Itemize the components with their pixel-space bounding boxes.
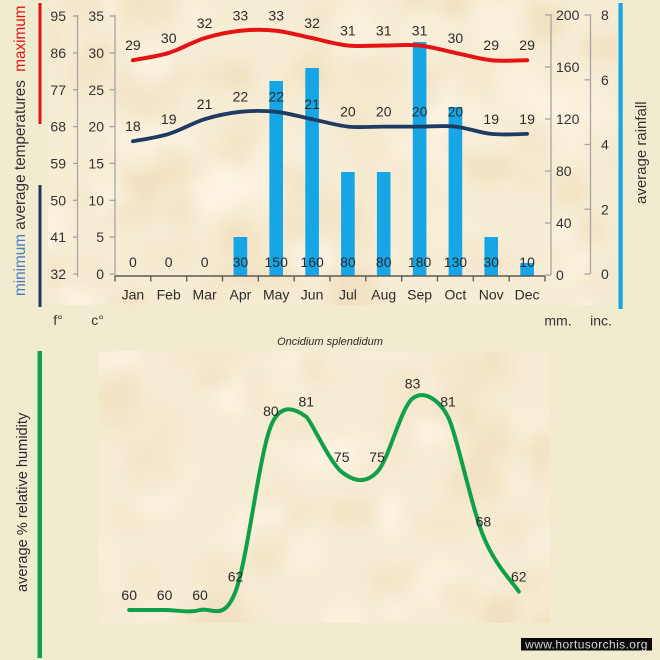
svg-text:Dec: Dec [515, 287, 540, 303]
svg-text:average rainfall: average rainfall [633, 101, 650, 204]
svg-text:0: 0 [601, 266, 609, 282]
svg-text:Aug: Aug [371, 287, 396, 303]
svg-text:60: 60 [121, 587, 137, 603]
svg-text:Mar: Mar [193, 287, 217, 303]
svg-text:180: 180 [408, 254, 432, 270]
svg-text:80: 80 [263, 403, 279, 419]
svg-text:60: 60 [157, 587, 173, 603]
svg-text:40: 40 [556, 215, 572, 231]
svg-text:8: 8 [601, 7, 609, 23]
svg-text:31: 31 [376, 22, 392, 38]
svg-text:62: 62 [511, 569, 527, 585]
svg-text:19: 19 [161, 111, 177, 127]
svg-text:160: 160 [556, 59, 580, 75]
svg-text:68: 68 [476, 513, 492, 529]
svg-text:20: 20 [340, 104, 356, 120]
svg-text:inc.: inc. [590, 313, 612, 329]
svg-text:33: 33 [233, 8, 249, 24]
svg-text:f°: f° [53, 312, 63, 328]
svg-text:30: 30 [88, 45, 104, 61]
svg-text:59: 59 [50, 156, 66, 172]
svg-text:75: 75 [334, 449, 350, 465]
svg-text:Nov: Nov [479, 287, 504, 303]
svg-text:15: 15 [88, 156, 104, 172]
svg-text:Oct: Oct [445, 287, 467, 303]
svg-text:19: 19 [483, 111, 499, 127]
svg-text:33: 33 [268, 8, 284, 24]
svg-text:80: 80 [376, 254, 392, 270]
svg-text:Apr: Apr [230, 287, 252, 303]
svg-text:10: 10 [519, 254, 535, 270]
svg-text:average % relative humidity: average % relative humidity [15, 412, 31, 592]
svg-text:10: 10 [88, 192, 104, 208]
svg-text:86: 86 [50, 45, 66, 61]
svg-text:50: 50 [50, 192, 66, 208]
svg-text:0: 0 [556, 267, 564, 283]
svg-text:2: 2 [601, 201, 609, 217]
svg-text:29: 29 [519, 37, 535, 53]
svg-text:0: 0 [129, 254, 137, 270]
svg-text:19: 19 [519, 111, 535, 127]
svg-text:95: 95 [50, 8, 66, 24]
svg-text:29: 29 [125, 37, 141, 53]
svg-text:21: 21 [197, 96, 213, 112]
svg-text:62: 62 [228, 569, 244, 585]
svg-text:30: 30 [233, 254, 249, 270]
svg-text:60: 60 [192, 587, 208, 603]
svg-text:80: 80 [340, 254, 356, 270]
svg-text:32: 32 [197, 15, 213, 31]
svg-text:May: May [263, 287, 289, 303]
svg-text:160: 160 [300, 254, 324, 270]
svg-text:mm.: mm. [544, 313, 571, 329]
svg-text:0: 0 [165, 254, 173, 270]
svg-text:75: 75 [369, 449, 385, 465]
svg-text:5: 5 [96, 229, 104, 245]
svg-text:22: 22 [233, 89, 249, 105]
svg-text:30: 30 [448, 30, 464, 46]
svg-text:20: 20 [448, 104, 464, 120]
svg-text:150: 150 [265, 254, 289, 270]
svg-text:35: 35 [88, 8, 104, 24]
svg-text:Oncidium splendidum: Oncidium splendidum [277, 336, 383, 348]
svg-text:41: 41 [50, 229, 66, 245]
svg-text:30: 30 [161, 30, 177, 46]
svg-text:20: 20 [88, 119, 104, 135]
svg-text:Feb: Feb [157, 287, 181, 303]
svg-text:200: 200 [556, 7, 580, 23]
svg-text:25: 25 [88, 82, 104, 98]
svg-text:30: 30 [483, 254, 499, 270]
svg-text:83: 83 [405, 375, 421, 391]
svg-text:Jan: Jan [122, 287, 145, 303]
svg-text:31: 31 [412, 22, 428, 38]
svg-text:80: 80 [556, 163, 572, 179]
svg-text:32: 32 [50, 266, 66, 282]
svg-text:130: 130 [444, 254, 468, 270]
svg-text:0: 0 [96, 266, 104, 282]
svg-text:Sep: Sep [407, 287, 432, 303]
svg-text:0: 0 [201, 254, 209, 270]
svg-text:32: 32 [304, 15, 320, 31]
svg-text:Jul: Jul [339, 287, 357, 303]
svg-text:4: 4 [601, 137, 609, 153]
svg-text:22: 22 [268, 89, 284, 105]
svg-text:81: 81 [299, 394, 315, 410]
svg-text:29: 29 [483, 37, 499, 53]
svg-text:6: 6 [601, 72, 609, 88]
svg-text:120: 120 [556, 111, 580, 127]
svg-text:www.hortusorchis.org: www.hortusorchis.org [524, 638, 648, 652]
svg-text:minimum average temperatures m: minimum average temperatures maximum [12, 6, 29, 297]
svg-text:c°: c° [91, 312, 104, 328]
svg-text:Jun: Jun [301, 287, 324, 303]
svg-text:77: 77 [50, 82, 66, 98]
svg-text:31: 31 [340, 22, 356, 38]
svg-text:18: 18 [125, 118, 141, 134]
svg-text:20: 20 [376, 104, 392, 120]
svg-text:68: 68 [50, 119, 66, 135]
svg-text:20: 20 [412, 104, 428, 120]
svg-text:21: 21 [304, 96, 320, 112]
svg-text:81: 81 [440, 394, 456, 410]
